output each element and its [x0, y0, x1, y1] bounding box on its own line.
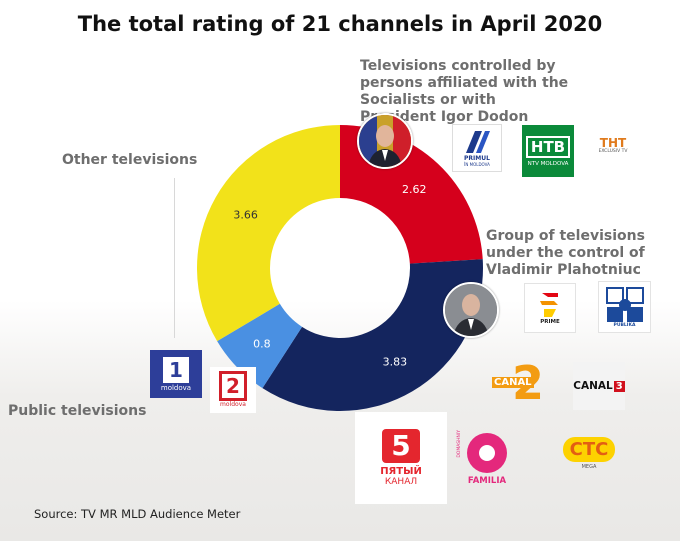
familia-name: FAMILIA [467, 475, 507, 486]
prime-name: PRIME [540, 319, 560, 325]
five-sub: КАНАЛ [384, 477, 418, 487]
group-label-plahotniuc: Group of televisions under the control o… [486, 228, 645, 278]
group-label-other: Other televisions [62, 152, 198, 168]
ctc-name: СТС [562, 436, 616, 462]
familia-emblem-icon [467, 432, 507, 473]
canal3-num: 3 [613, 380, 625, 392]
publika-emblem-icon [605, 286, 644, 322]
primul-name: PRIMUL [464, 155, 490, 162]
ntv-name: NTV MOLDOVA [527, 160, 569, 167]
publika-name: PUBLIKA [613, 322, 636, 328]
data-label-socialists: 2.62 [402, 183, 427, 196]
logo-moldova1: 1 moldova [150, 350, 202, 398]
data-label-other: 3.66 [233, 208, 258, 221]
logo-tnt: ТНТ EXCLUSIV TV [593, 135, 633, 157]
tnt-sub: EXCLUSIV TV [598, 149, 628, 154]
primul-sub: ÎN MOLDOVA [464, 162, 490, 167]
logo-publika: PUBLIKA [598, 281, 651, 333]
logo-primul: PRIMUL ÎN MOLDOVA [452, 124, 502, 172]
ntv-mark: НТВ [525, 135, 571, 158]
dodon-avatar [357, 113, 413, 169]
logo-piatyi-kanal: 5 ПЯТЫЙ КАНАЛ [355, 412, 447, 504]
familia-top: DOMASHNIY [457, 430, 462, 458]
logo-familia: DOMASHNIY FAMILIA [455, 428, 519, 490]
moldova2-num: 2 [219, 371, 247, 401]
primul-emblem-icon [466, 131, 490, 153]
moldova1-num: 1 [163, 356, 189, 383]
source-note: Source: TV MR MLD Audience Meter [34, 507, 241, 521]
five-num: 5 [382, 429, 420, 463]
divider-line [174, 178, 175, 338]
plahotniuc-avatar [443, 282, 499, 338]
group-label-socialists: Televisions controlled by persons affili… [360, 58, 569, 125]
canal2-name: CANAL [492, 377, 534, 388]
moldova2-name: moldova [220, 401, 246, 408]
logo-canal2: 2 CANAL [490, 355, 546, 411]
logo-moldova2: 2 moldova [210, 367, 256, 413]
chart-title: The total rating of 21 channels in April… [77, 12, 603, 36]
ctc-sub: MEGA [581, 463, 597, 470]
five-name: ПЯТЫЙ [380, 466, 422, 477]
canal3-name: CANAL [573, 380, 613, 392]
logo-ctc: СТС MEGA [557, 431, 621, 475]
group-label-public: Public televisions [8, 403, 147, 419]
tnt-name: ТНТ [599, 136, 627, 150]
slice-other[interactable] [197, 125, 340, 342]
slice-plahotniuc[interactable] [262, 259, 483, 411]
prime-emblem-icon [540, 293, 558, 317]
logo-ntv: НТВ NTV MOLDOVA [522, 125, 574, 177]
data-label-plahotniuc: 3.83 [383, 356, 408, 369]
logo-prime: PRIME [524, 283, 576, 333]
logo-canal3: CANAL 3 [573, 362, 625, 410]
moldova1-name: moldova [160, 383, 192, 392]
data-label-public: 0.8 [253, 337, 271, 350]
